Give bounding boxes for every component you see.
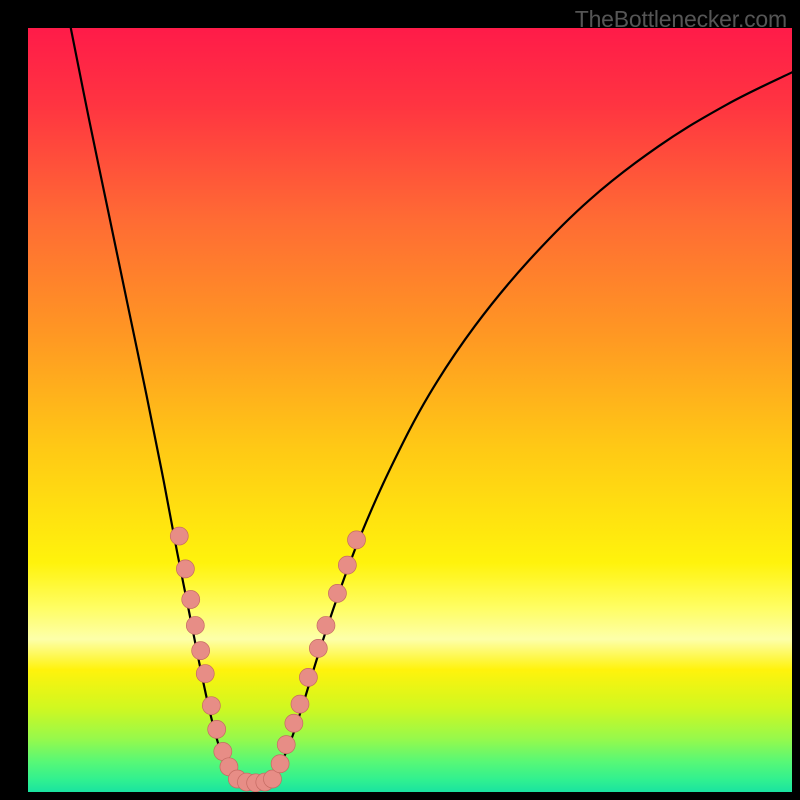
marker-left bbox=[170, 527, 188, 545]
marker-right bbox=[317, 616, 335, 634]
chart-background bbox=[28, 28, 792, 792]
marker-right bbox=[299, 668, 317, 686]
marker-right bbox=[328, 584, 346, 602]
plot-area bbox=[28, 28, 792, 792]
chart-svg bbox=[28, 28, 792, 792]
marker-right bbox=[309, 639, 327, 657]
marker-left bbox=[196, 665, 214, 683]
marker-left bbox=[202, 697, 220, 715]
marker-right bbox=[291, 695, 309, 713]
marker-right bbox=[277, 736, 295, 754]
marker-left bbox=[208, 720, 226, 738]
marker-right bbox=[271, 755, 289, 773]
marker-left bbox=[192, 642, 210, 660]
marker-left bbox=[182, 590, 200, 608]
marker-right bbox=[338, 556, 356, 574]
marker-left bbox=[186, 616, 204, 634]
marker-right bbox=[348, 531, 366, 549]
marker-right bbox=[285, 714, 303, 732]
marker-left bbox=[176, 560, 194, 578]
